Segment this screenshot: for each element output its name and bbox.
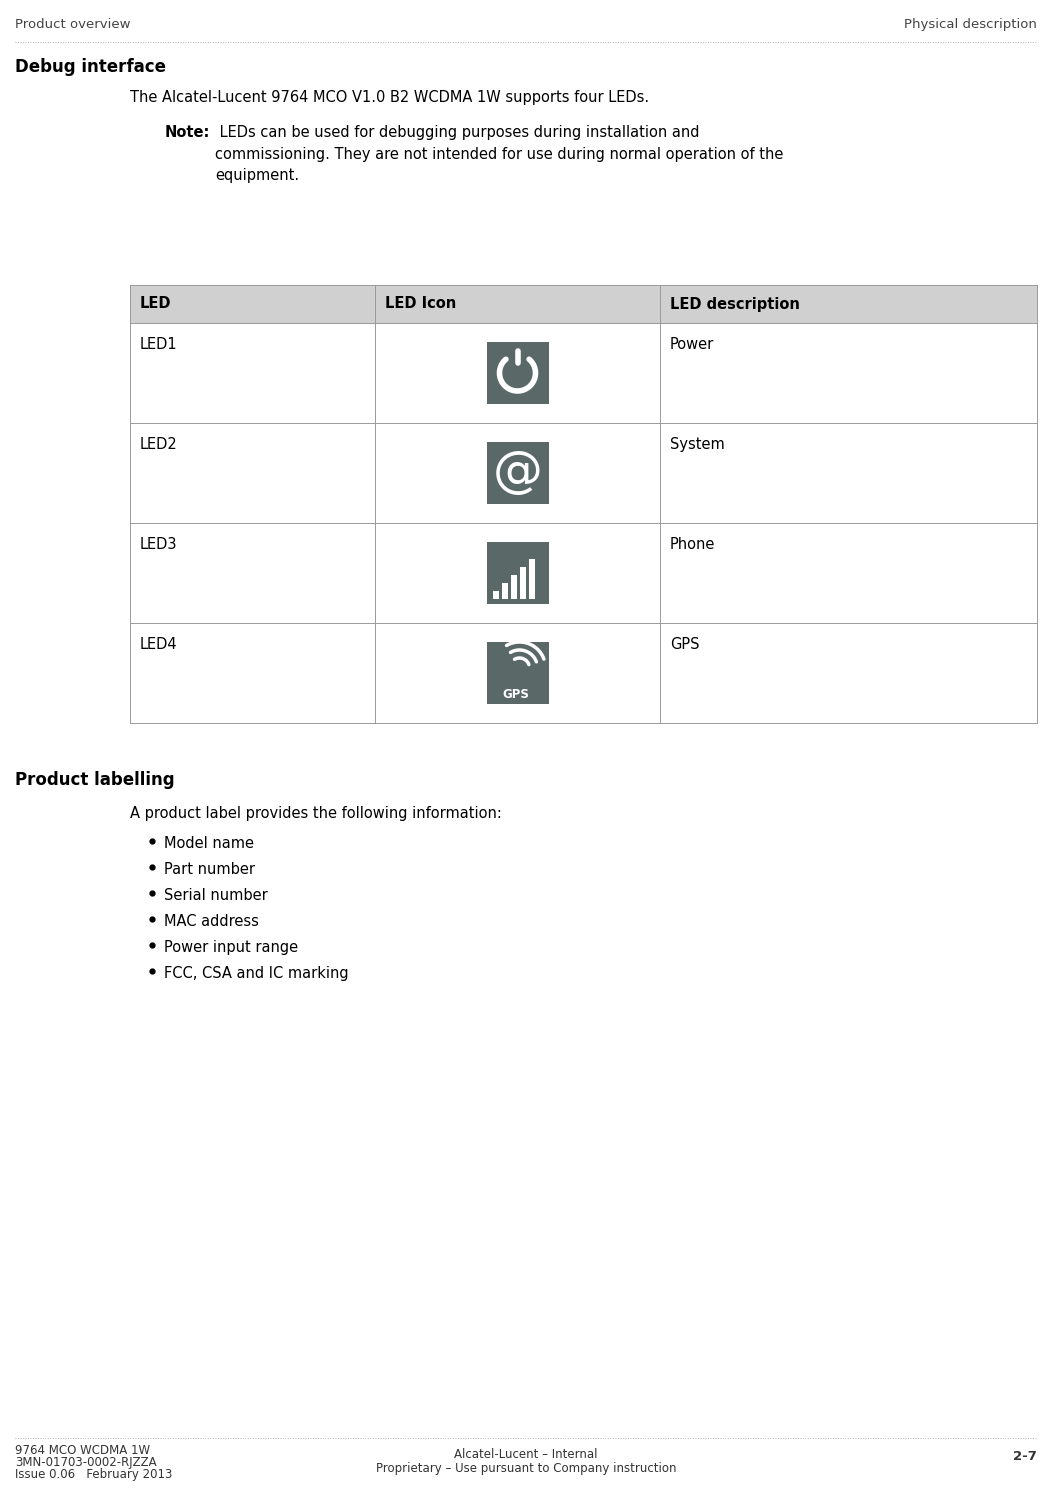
Text: @: @ (492, 448, 543, 496)
Bar (528, 559, 534, 599)
Text: Product labelling: Product labelling (15, 770, 175, 790)
Text: LEDs can be used for debugging purposes during installation and
commissioning. T: LEDs can be used for debugging purposes … (215, 125, 784, 183)
Text: A product label provides the following information:: A product label provides the following i… (130, 806, 502, 821)
Text: Debug interface: Debug interface (15, 58, 166, 76)
Bar (492, 592, 499, 599)
Text: Alcatel-Lucent – Internal: Alcatel-Lucent – Internal (454, 1448, 598, 1462)
Text: 3MN-01703-0002-RJZZA: 3MN-01703-0002-RJZZA (15, 1456, 157, 1469)
Text: Product overview: Product overview (15, 18, 130, 31)
Text: LED: LED (140, 297, 171, 311)
Text: MAC address: MAC address (164, 913, 259, 928)
Text: Power: Power (670, 337, 714, 352)
Text: System: System (670, 437, 725, 451)
Text: Part number: Part number (164, 863, 255, 878)
Text: GPS: GPS (502, 688, 529, 702)
Text: Phone: Phone (670, 536, 715, 551)
Text: Issue 0.06   February 2013: Issue 0.06 February 2013 (15, 1468, 173, 1481)
Bar (486, 642, 548, 703)
Bar (486, 443, 548, 504)
Text: LED3: LED3 (140, 536, 178, 551)
Text: FCC, CSA and IC marking: FCC, CSA and IC marking (164, 966, 348, 980)
Text: LED1: LED1 (140, 337, 178, 352)
Text: 2-7: 2-7 (1013, 1450, 1037, 1463)
Text: The Alcatel-Lucent 9764 MCO V1.0 B2 WCDMA 1W supports four LEDs.: The Alcatel-Lucent 9764 MCO V1.0 B2 WCDM… (130, 89, 649, 104)
Text: Serial number: Serial number (164, 888, 268, 903)
Bar (130, 285, 1037, 323)
Bar (486, 343, 548, 404)
Bar (520, 568, 526, 599)
Text: Physical description: Physical description (904, 18, 1037, 31)
Text: LED4: LED4 (140, 638, 178, 653)
Text: Proprietary – Use pursuant to Company instruction: Proprietary – Use pursuant to Company in… (376, 1462, 676, 1475)
Text: LED Icon: LED Icon (385, 297, 457, 311)
Text: Model name: Model name (164, 836, 254, 851)
Text: Note:: Note: (165, 125, 210, 140)
Text: LED2: LED2 (140, 437, 178, 451)
Bar (510, 575, 517, 599)
Text: LED description: LED description (670, 297, 800, 311)
Bar (486, 542, 548, 603)
Bar (502, 583, 507, 599)
Text: GPS: GPS (670, 638, 700, 653)
Text: 9764 MCO WCDMA 1W: 9764 MCO WCDMA 1W (15, 1444, 150, 1457)
Text: Power input range: Power input range (164, 940, 298, 955)
